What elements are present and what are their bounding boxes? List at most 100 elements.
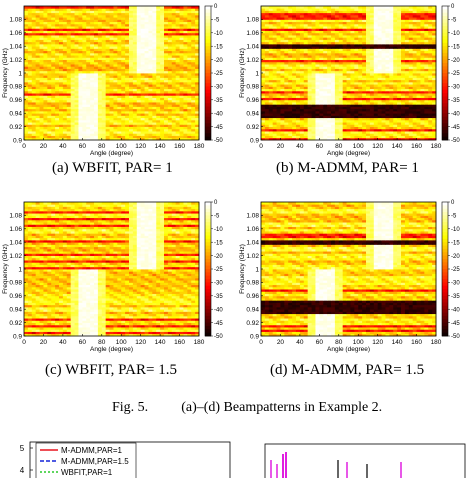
heatmap-cell: [31, 81, 37, 85]
heatmap-cell: [140, 126, 145, 130]
heatmap-cell: [94, 110, 99, 114]
heatmap-cell: [261, 35, 266, 38]
heatmap-cell: [175, 126, 180, 130]
heatmap-cell: [319, 59, 324, 63]
heatmap-cell: [350, 110, 355, 114]
heatmap-cell: [140, 26, 145, 29]
heatmap-cell: [152, 133, 157, 136]
colorbar-tick-label: -50: [214, 138, 223, 144]
heatmap-cell: [62, 122, 68, 125]
heatmap-cell: [284, 133, 289, 136]
heatmap-cell: [373, 97, 379, 101]
heatmap-cell: [35, 73, 40, 76]
heatmap-cell: [43, 64, 48, 67]
heatmap-cell: [90, 39, 95, 43]
heatmap-cell: [412, 133, 417, 136]
heatmap-cell: [397, 77, 402, 81]
heatmap-cell: [167, 113, 173, 116]
heatmap-cell: [191, 131, 196, 134]
heatmap-cell: [404, 46, 410, 49]
heatmap-cell: [175, 41, 180, 45]
heatmap-cell: [70, 6, 75, 9]
heatmap-cell: [156, 14, 161, 18]
heatmap-cell: [39, 41, 44, 45]
heatmap-cell: [171, 70, 177, 74]
heatmap-cell: [272, 75, 277, 78]
heatmap-cell: [272, 81, 277, 85]
heatmap-cell: [66, 117, 72, 121]
heatmap-cell: [311, 115, 316, 119]
heatmap-cell: [416, 37, 421, 40]
heatmap-cell: [59, 35, 64, 38]
heatmap-cell: [101, 79, 107, 83]
heatmap-cell: [342, 119, 347, 123]
heatmap-cell: [412, 90, 417, 94]
heatmap-cell: [31, 8, 37, 11]
heatmap-cell: [74, 128, 79, 132]
heatmap-cell: [296, 104, 301, 107]
heatmap-cell: [191, 119, 196, 123]
heatmap-cell: [323, 70, 328, 74]
heatmap-cell: [420, 66, 425, 69]
heatmap-cell: [175, 64, 180, 67]
heatmap-cell: [354, 81, 359, 85]
heatmap-cell: [136, 75, 142, 78]
heatmap-cell: [66, 68, 72, 72]
heatmap-cell: [358, 133, 363, 136]
heatmap-cell: [101, 126, 107, 130]
heatmap-cell: [389, 32, 394, 36]
heatmap-cell: [125, 128, 130, 132]
heatmap-cell: [385, 90, 390, 94]
heatmap-cell: [366, 55, 371, 58]
heatmap-cell: [261, 66, 266, 69]
heatmap-cell: [346, 48, 351, 52]
heatmap-cell: [27, 30, 33, 34]
heatmap-cell: [148, 57, 153, 60]
heatmap-cell: [268, 32, 274, 36]
heatmap-cell: [179, 86, 184, 90]
heatmap-cell: [362, 104, 367, 107]
heatmap-cell: [381, 66, 386, 69]
heatmap-cell: [156, 59, 161, 63]
heatmap-cell: [78, 48, 83, 52]
heatmap-cell: [144, 68, 149, 72]
heatmap-cell: [327, 128, 332, 132]
y-axis-label: Frequency (GHz): [2, 48, 9, 98]
heatmap-cell: [358, 128, 363, 132]
heatmap-cell: [144, 17, 149, 20]
heatmap-cell: [280, 77, 285, 81]
heatmap-cell: [280, 37, 285, 40]
heatmap-cell: [136, 110, 142, 114]
heatmap-cell: [148, 79, 153, 83]
heatmap-cell: [381, 48, 386, 52]
colorbar-tick-label: -45: [214, 125, 223, 131]
heatmap-cell: [342, 52, 347, 56]
heatmap-cell: [424, 70, 429, 74]
heatmap-cell: [129, 48, 134, 52]
heatmap-cell: [109, 99, 114, 103]
heatmap-cell: [319, 81, 324, 85]
heatmap-cell: [296, 119, 301, 123]
heatmap-cell: [358, 88, 363, 92]
heatmap-cell: [55, 73, 60, 76]
heatmap-cell: [90, 57, 95, 60]
heatmap-cell: [101, 99, 107, 103]
heatmap-cell: [315, 41, 320, 45]
heatmap-cell: [82, 126, 87, 130]
heatmap-cell: [90, 12, 95, 16]
heatmap-cell: [175, 57, 180, 60]
heatmap-cell: [350, 81, 355, 85]
heatmap-cell: [191, 37, 196, 40]
heatmap-cell: [27, 77, 33, 81]
heatmap-cell: [51, 97, 56, 101]
heatmap-cell: [366, 133, 371, 136]
heatmap-cell: [164, 99, 169, 103]
heatmap-cell: [366, 81, 371, 85]
heatmap-cell: [264, 119, 270, 123]
heatmap-cell: [62, 124, 68, 127]
x-tick-label: 180: [194, 143, 205, 150]
heatmap-cell: [55, 93, 60, 96]
heatmap-cell: [401, 57, 406, 60]
heatmap-cell: [366, 119, 371, 123]
heatmap-cell: [148, 95, 153, 98]
